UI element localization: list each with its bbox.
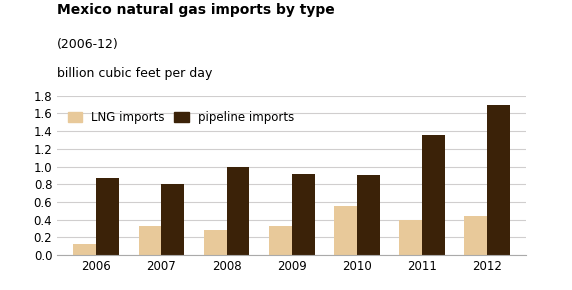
Bar xyxy=(487,106,510,255)
Bar xyxy=(464,216,487,255)
Bar xyxy=(138,226,161,255)
Bar xyxy=(96,178,119,255)
Bar xyxy=(357,175,380,255)
Text: billion cubic feet per day: billion cubic feet per day xyxy=(57,67,213,80)
Legend: LNG imports, pipeline imports: LNG imports, pipeline imports xyxy=(63,106,299,129)
Bar xyxy=(227,168,249,255)
Bar xyxy=(269,226,292,255)
Bar xyxy=(292,174,315,255)
Bar xyxy=(422,135,445,255)
Bar xyxy=(334,206,357,255)
Bar xyxy=(399,220,422,255)
Text: Mexico natural gas imports by type: Mexico natural gas imports by type xyxy=(57,3,335,17)
Text: (2006-12): (2006-12) xyxy=(57,38,119,51)
Bar xyxy=(204,230,227,255)
Bar xyxy=(161,184,184,255)
Bar xyxy=(73,244,96,255)
